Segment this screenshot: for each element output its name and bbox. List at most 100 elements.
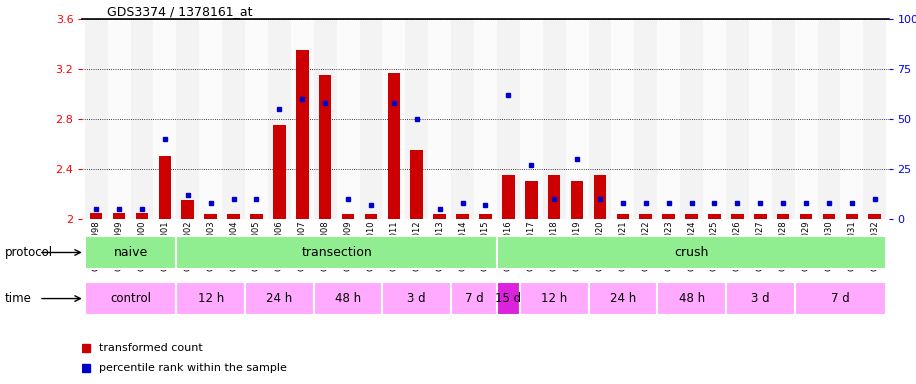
- Bar: [433, 214, 446, 219]
- Bar: [405, 19, 428, 219]
- Bar: [296, 50, 309, 219]
- Bar: [496, 19, 520, 219]
- Text: percentile rank within the sample: percentile rank within the sample: [99, 362, 287, 373]
- Text: 48 h: 48 h: [335, 292, 361, 305]
- Text: GDS3374 / 1378161_at: GDS3374 / 1378161_at: [106, 5, 252, 18]
- Bar: [479, 214, 492, 219]
- Bar: [176, 236, 496, 269]
- Bar: [725, 19, 748, 219]
- Bar: [273, 125, 286, 219]
- Bar: [245, 282, 313, 315]
- Bar: [90, 213, 103, 219]
- Text: transection: transection: [301, 246, 372, 259]
- Bar: [451, 19, 474, 219]
- Bar: [108, 19, 130, 219]
- Text: control: control: [110, 292, 151, 305]
- Bar: [685, 214, 698, 219]
- Bar: [337, 19, 359, 219]
- Bar: [383, 19, 405, 219]
- Bar: [548, 175, 561, 219]
- Bar: [267, 19, 290, 219]
- Bar: [359, 19, 382, 219]
- Bar: [748, 19, 771, 219]
- Bar: [868, 214, 881, 219]
- Text: 24 h: 24 h: [610, 292, 636, 305]
- Bar: [794, 19, 817, 219]
- Bar: [342, 214, 354, 219]
- Text: 12 h: 12 h: [198, 292, 224, 305]
- Bar: [410, 150, 423, 219]
- Bar: [588, 282, 658, 315]
- Text: 3 d: 3 d: [751, 292, 769, 305]
- Bar: [588, 19, 611, 219]
- Bar: [84, 282, 176, 315]
- Bar: [565, 19, 588, 219]
- Bar: [519, 282, 588, 315]
- Bar: [227, 214, 240, 219]
- Bar: [387, 73, 400, 219]
- Bar: [777, 214, 790, 219]
- Bar: [290, 19, 313, 219]
- Text: crush: crush: [674, 246, 709, 259]
- Text: 7 d: 7 d: [831, 292, 850, 305]
- Bar: [496, 282, 520, 315]
- Bar: [158, 157, 171, 219]
- Bar: [176, 282, 245, 315]
- Bar: [204, 214, 217, 219]
- Text: 24 h: 24 h: [267, 292, 292, 305]
- Bar: [176, 19, 199, 219]
- Bar: [383, 282, 451, 315]
- Bar: [365, 214, 377, 219]
- Bar: [319, 75, 332, 219]
- Bar: [845, 214, 858, 219]
- Bar: [456, 214, 469, 219]
- Bar: [662, 214, 675, 219]
- Text: protocol: protocol: [5, 246, 53, 259]
- Bar: [731, 214, 744, 219]
- Bar: [250, 214, 263, 219]
- Text: 12 h: 12 h: [541, 292, 567, 305]
- Text: 3 d: 3 d: [408, 292, 426, 305]
- Bar: [594, 175, 606, 219]
- Bar: [130, 19, 153, 219]
- Bar: [181, 200, 194, 219]
- Bar: [823, 214, 835, 219]
- Bar: [496, 236, 886, 269]
- Text: 7 d: 7 d: [464, 292, 484, 305]
- Text: 48 h: 48 h: [679, 292, 704, 305]
- Bar: [657, 19, 680, 219]
- Bar: [199, 19, 222, 219]
- Bar: [725, 282, 794, 315]
- Bar: [84, 19, 108, 219]
- Bar: [519, 19, 542, 219]
- Text: naive: naive: [114, 246, 147, 259]
- Bar: [611, 19, 634, 219]
- Bar: [817, 19, 840, 219]
- Bar: [571, 182, 583, 219]
- Bar: [222, 19, 245, 219]
- Bar: [840, 19, 863, 219]
- Bar: [451, 282, 496, 315]
- Bar: [313, 282, 382, 315]
- Bar: [754, 214, 767, 219]
- Bar: [708, 214, 721, 219]
- Bar: [84, 236, 176, 269]
- Bar: [154, 19, 176, 219]
- Bar: [616, 214, 629, 219]
- Bar: [428, 19, 451, 219]
- Bar: [245, 19, 267, 219]
- Bar: [136, 213, 148, 219]
- Bar: [863, 19, 886, 219]
- Bar: [794, 282, 886, 315]
- Text: time: time: [5, 292, 31, 305]
- Bar: [800, 214, 812, 219]
- Bar: [502, 175, 515, 219]
- Bar: [680, 19, 703, 219]
- Text: 15 d: 15 d: [496, 292, 521, 305]
- Bar: [113, 213, 125, 219]
- Text: transformed count: transformed count: [99, 343, 202, 353]
- Bar: [639, 214, 652, 219]
- Bar: [474, 19, 496, 219]
- Bar: [657, 282, 725, 315]
- Bar: [703, 19, 725, 219]
